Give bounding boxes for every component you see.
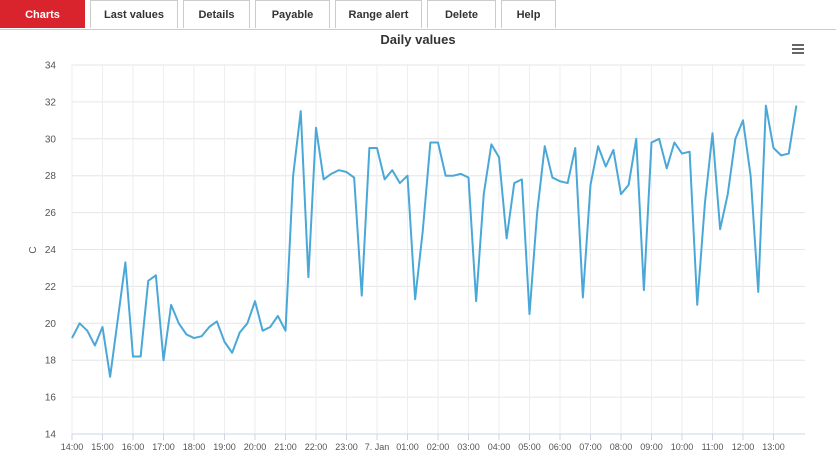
x-tick-label: 7. Jan — [365, 442, 390, 450]
x-tick-label: 01:00 — [396, 442, 419, 450]
y-tick-label: 20 — [45, 319, 57, 330]
menu-bar — [792, 52, 804, 54]
tab[interactable]: Last values — [90, 0, 178, 28]
x-tick-label: 13:00 — [762, 442, 785, 450]
y-tick-label: 26 — [45, 208, 57, 219]
x-tick-label: 23:00 — [335, 442, 358, 450]
menu-icon[interactable] — [792, 44, 804, 54]
x-tick-label: 19:00 — [213, 442, 236, 450]
x-tick-label: 17:00 — [152, 442, 175, 450]
y-tick-label: 18 — [45, 356, 57, 367]
x-tick-label: 05:00 — [518, 442, 541, 450]
x-tick-label: 08:00 — [610, 442, 633, 450]
x-tick-label: 04:00 — [488, 442, 511, 450]
x-tick-label: 21:00 — [274, 442, 297, 450]
menu-bar — [792, 48, 804, 50]
tab[interactable]: Delete — [427, 0, 496, 28]
x-tick-label: 15:00 — [91, 442, 114, 450]
menu-bar — [792, 44, 804, 46]
tab[interactable]: Range alert — [335, 0, 422, 28]
x-tick-label: 22:00 — [305, 442, 328, 450]
x-tick-label: 11:00 — [702, 442, 724, 450]
x-tick-label: 16:00 — [122, 442, 145, 450]
y-axis-label: C — [28, 246, 39, 253]
y-tick-label: 14 — [45, 430, 57, 441]
x-tick-label: 10:00 — [671, 442, 694, 450]
y-tick-label: 22 — [45, 282, 57, 293]
tab[interactable]: Help — [501, 0, 556, 28]
y-tick-label: 30 — [45, 134, 57, 145]
tab-bar: Charts Last values Details Payable Range ale… — [0, 0, 836, 30]
y-tick-label: 32 — [45, 97, 57, 108]
y-tick-label: 16 — [45, 393, 57, 404]
y-tick-label: 24 — [45, 245, 57, 256]
x-tick-label: 03:00 — [457, 442, 480, 450]
data-line — [71, 104, 798, 378]
x-tick-label: 18:00 — [183, 442, 206, 450]
tab[interactable]: Details — [183, 0, 250, 28]
chart-title: Daily values — [380, 32, 455, 47]
y-tick-label: 34 — [45, 61, 57, 72]
x-tick-label: 09:00 — [640, 442, 663, 450]
x-tick-label: 07:00 — [579, 442, 602, 450]
x-tick-label: 02:00 — [427, 442, 450, 450]
y-tick-label: 28 — [45, 171, 57, 182]
x-tick-label: 12:00 — [732, 442, 755, 450]
tab[interactable]: Charts — [0, 0, 85, 28]
x-tick-label: 14:00 — [61, 442, 84, 450]
tab[interactable]: Payable — [255, 0, 330, 28]
x-tick-label: 06:00 — [549, 442, 572, 450]
chart: Daily values C 14 16 18 20 22 24 26 28 30 32 34 14:… — [28, 32, 805, 450]
x-tick-label: 20:00 — [244, 442, 267, 450]
